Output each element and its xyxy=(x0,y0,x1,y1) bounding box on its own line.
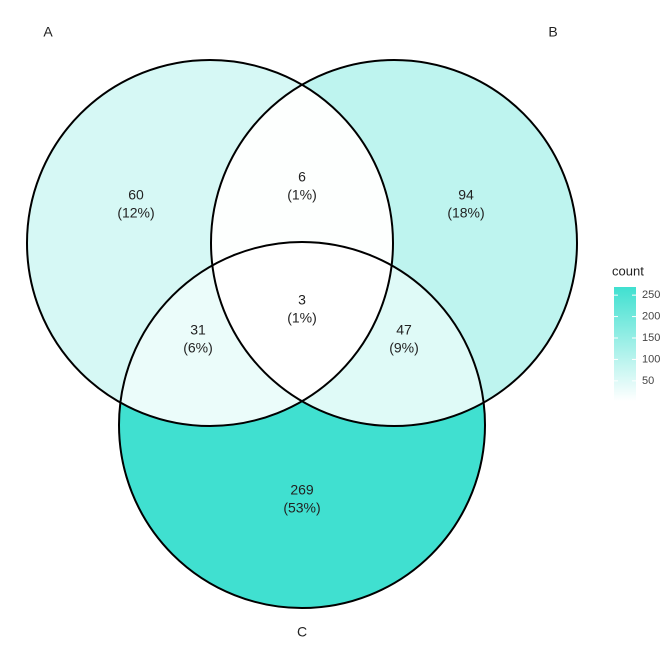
region-count: 47 xyxy=(396,322,412,338)
region-count: 6 xyxy=(298,169,306,185)
set-label: B xyxy=(548,24,557,40)
region-count: 94 xyxy=(458,187,474,203)
colorbar-tick-label: 50 xyxy=(642,375,654,387)
region-percent: (1%) xyxy=(287,310,317,326)
set-outline xyxy=(210,59,578,427)
legend-title: count xyxy=(612,263,644,278)
colorbar-tick-label: 100 xyxy=(642,353,660,365)
colorbar-tick-label: 200 xyxy=(642,310,660,322)
region-percent: (18%) xyxy=(447,205,484,221)
set-label: A xyxy=(43,24,53,40)
colorbar-tick-label: 250 xyxy=(642,289,660,301)
region-count: 31 xyxy=(190,322,206,338)
region-percent: (12%) xyxy=(117,205,154,221)
region-count: 3 xyxy=(298,292,306,308)
colorbar xyxy=(614,287,636,401)
region-count: 269 xyxy=(290,482,314,498)
region-percent: (6%) xyxy=(183,340,213,356)
region-percent: (1%) xyxy=(287,187,317,203)
colorbar-tick-label: 150 xyxy=(642,332,660,344)
region-percent: (9%) xyxy=(389,340,419,356)
set-outline xyxy=(118,241,486,609)
set-outline xyxy=(26,59,394,427)
set-label: C xyxy=(297,624,307,640)
region-percent: (53%) xyxy=(283,500,320,516)
region-count: 60 xyxy=(128,187,144,203)
